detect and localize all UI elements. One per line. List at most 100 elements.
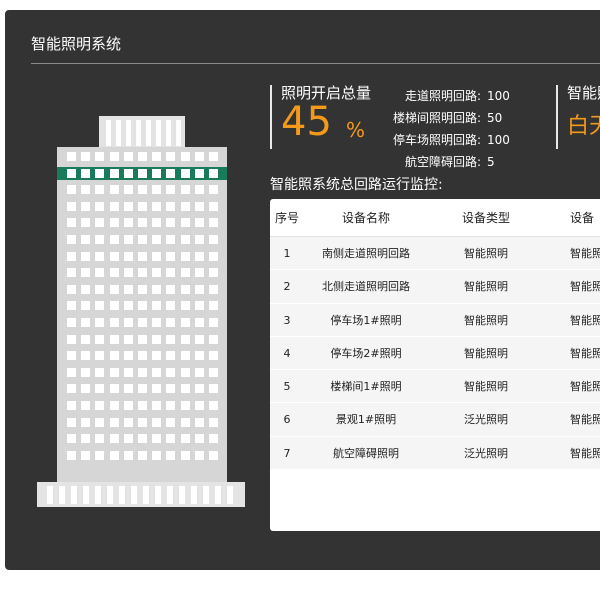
building-window — [166, 218, 176, 228]
cell-extra: 智能照 — [570, 380, 600, 394]
building-window — [166, 450, 176, 460]
crown-window — [156, 120, 161, 146]
table-row[interactable]: 5 楼梯间1#照明 智能照明 智能照 — [270, 370, 600, 404]
cell-name: 南侧走道照明回路 — [322, 247, 410, 260]
count-row: 停车场照明回路: 100 — [381, 129, 521, 151]
building-window — [166, 401, 176, 410]
cell-name: 停车场2#照明 — [330, 346, 402, 360]
building-window — [109, 401, 119, 410]
building-window — [209, 351, 218, 361]
mode-value: 白天 — [567, 114, 600, 139]
building-window — [81, 168, 91, 178]
cell-no: 6 — [283, 413, 291, 427]
base-window — [167, 486, 173, 504]
crown-window — [136, 120, 141, 146]
table-row[interactable]: 7 航空障碍照明 泛光照明 智能照 — [270, 436, 600, 471]
base-window — [191, 486, 197, 504]
base-window — [83, 486, 89, 504]
building-window — [67, 318, 76, 327]
summary-divider-left — [270, 85, 272, 149]
building-window — [138, 235, 147, 244]
building-window — [194, 318, 204, 327]
building-window — [109, 185, 119, 195]
building-window — [209, 384, 218, 394]
building-window — [152, 235, 162, 244]
building-window — [138, 185, 147, 195]
building-window — [180, 401, 190, 410]
building-window — [95, 301, 105, 311]
building-window — [123, 334, 133, 344]
table-row[interactable]: 6 景观1#照明 泛光照明 智能照 — [270, 403, 600, 437]
building-window — [123, 201, 133, 211]
count-value: 100 — [487, 133, 510, 147]
building-window — [95, 334, 105, 344]
building-window — [180, 152, 190, 161]
building-window — [180, 268, 190, 278]
building-window — [180, 450, 190, 460]
building-window — [166, 284, 176, 294]
building-window — [152, 185, 162, 195]
cell-name: 停车场1#照明 — [330, 313, 402, 327]
building-window — [138, 367, 147, 377]
building-window — [123, 318, 133, 327]
building-window — [109, 168, 119, 178]
base-window — [47, 486, 53, 504]
building-window — [109, 450, 119, 460]
building-window — [81, 185, 91, 195]
building-window — [209, 434, 218, 444]
title-divider — [31, 63, 600, 64]
building-window — [138, 201, 147, 211]
table-row[interactable]: 3 停车场1#照明 智能照明 智能照 — [270, 303, 600, 337]
table-row[interactable]: 1 南侧走道照明回路 智能照明 智能照 — [270, 237, 600, 271]
building-window — [123, 284, 133, 294]
building-window — [95, 218, 105, 228]
building-window — [152, 351, 162, 361]
building-window — [194, 235, 204, 244]
building-window — [138, 384, 147, 394]
building-window — [123, 268, 133, 278]
building-window — [194, 450, 204, 460]
building-window — [95, 417, 105, 427]
cell-name: 楼梯间1#照明 — [330, 380, 402, 394]
building-window — [123, 351, 133, 361]
header-type: 设备类型 — [461, 211, 510, 225]
cell-no: 3 — [283, 313, 291, 327]
building-window — [194, 434, 204, 444]
table-body: 1 南侧走道照明回路 智能照明 智能照 2 北侧走道照明回路 智能照明 智能照 … — [270, 237, 600, 471]
building-window — [209, 218, 218, 228]
building-window — [209, 401, 218, 410]
building-window — [194, 218, 204, 228]
building-crown — [99, 116, 185, 148]
building-window — [81, 284, 91, 294]
table-row[interactable]: 2 北侧走道照明回路 智能照明 智能照 — [270, 270, 600, 304]
building-window — [109, 384, 119, 394]
monitor-section-title: 智能照系统总回路运行监控: — [270, 177, 443, 193]
building-window — [123, 417, 133, 427]
building-window — [166, 251, 176, 261]
building-window — [180, 185, 190, 195]
building-window — [152, 201, 162, 211]
base-window — [203, 486, 209, 504]
building-window — [81, 384, 91, 394]
building-window — [180, 301, 190, 311]
building-window — [152, 401, 162, 410]
crown-window — [146, 120, 151, 146]
building-window — [180, 334, 190, 344]
building-window — [138, 268, 147, 278]
summary-divider-right — [556, 85, 558, 149]
building-window — [138, 251, 147, 261]
cell-type: 智能照明 — [464, 247, 508, 260]
building-window — [209, 168, 218, 178]
table-row[interactable]: 4 停车场2#照明 智能照明 智能照 — [270, 336, 600, 371]
building-window — [166, 417, 176, 427]
building-window — [209, 235, 218, 244]
building-window — [209, 450, 218, 460]
building-window — [95, 318, 105, 327]
building-window — [67, 301, 76, 311]
count-label: 航空障碍回路: — [404, 155, 481, 169]
page-title: 智能照明系统 — [31, 35, 122, 53]
crown-window — [166, 120, 171, 146]
cell-type: 智能照明 — [464, 380, 508, 394]
building-window — [81, 235, 91, 244]
building-window — [209, 152, 218, 161]
